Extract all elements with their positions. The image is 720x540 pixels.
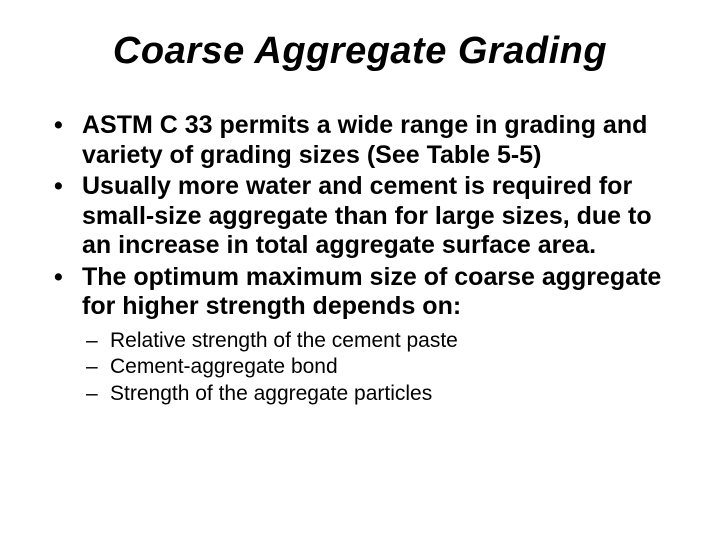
bullet-item: ASTM C 33 permits a wide range in gradin… <box>40 111 680 170</box>
slide-title: Coarse Aggregate Grading <box>40 30 680 73</box>
bullet-list: ASTM C 33 permits a wide range in gradin… <box>40 111 680 322</box>
bullet-item: Usually more water and cement is require… <box>40 172 680 261</box>
sub-bullet-item: Cement-aggregate bond <box>40 354 680 380</box>
bullet-item: The optimum maximum size of coarse aggre… <box>40 263 680 322</box>
sub-bullet-item: Relative strength of the cement paste <box>40 328 680 354</box>
sub-bullet-list: Relative strength of the cement paste Ce… <box>40 328 680 407</box>
sub-bullet-item: Strength of the aggregate particles <box>40 381 680 407</box>
slide-container: Coarse Aggregate Grading ASTM C 33 permi… <box>0 0 720 540</box>
